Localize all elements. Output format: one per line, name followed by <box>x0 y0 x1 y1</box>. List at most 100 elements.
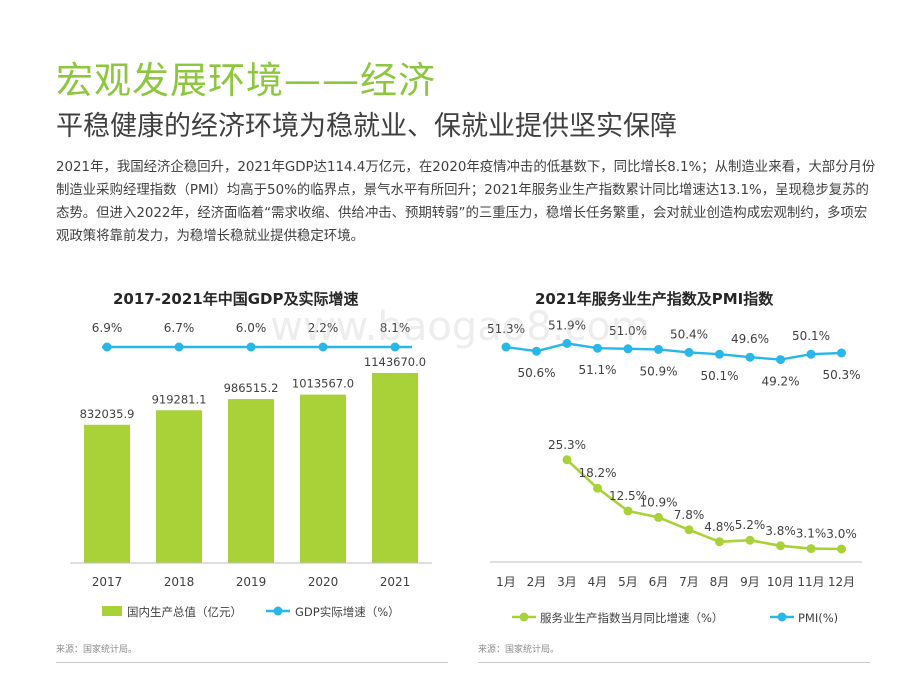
source-note-left: 来源：国家统计局。 <box>56 645 138 655</box>
service-index-point <box>593 483 602 493</box>
pmi-label: 51.3% <box>487 322 525 336</box>
legend-pmi-swatch-dot <box>777 612 787 622</box>
month-tick: 5月 <box>618 575 638 589</box>
service-index-label: 3.1% <box>796 527 827 541</box>
gdp-year-tick: 2018 <box>164 575 195 589</box>
gdp-growth-label: 6.7% <box>164 321 195 335</box>
month-tick: 2月 <box>527 575 547 589</box>
service-index-point <box>745 535 755 545</box>
month-tick: 10月 <box>767 575 794 589</box>
pmi-chart-title: 2021年服务业生产指数及PMI指数 <box>535 290 774 308</box>
gdp-year-tick: 2017 <box>92 575 123 589</box>
gdp-year-tick: 2020 <box>308 575 339 589</box>
service-index-label: 10.9% <box>639 495 677 509</box>
gdp-bar <box>156 410 202 563</box>
service-index-label: 5.2% <box>735 518 766 532</box>
gdp-year-tick: 2019 <box>236 575 267 589</box>
pmi-point <box>623 344 633 354</box>
page-title: 宏观发展环境——经济 <box>56 59 436 102</box>
month-tick: 6月 <box>649 575 669 589</box>
gdp-bar <box>300 394 346 563</box>
gdp-bar <box>84 424 130 563</box>
summary-paragraph: 2021年，我国经济企稳回升，2021年GDP达114.4万亿元，在2020年疫… <box>56 160 876 244</box>
gdp-growth-label: 6.9% <box>92 321 123 335</box>
month-tick: 12月 <box>828 575 855 589</box>
pmi-point <box>501 342 511 352</box>
pmi-point <box>715 349 724 359</box>
month-tick: 8月 <box>710 575 730 589</box>
legend-growth-swatch-dot <box>273 606 283 616</box>
watermark: www.baogao8.com <box>270 304 650 350</box>
month-tick: 4月 <box>588 575 608 589</box>
month-tick: 3月 <box>557 575 577 589</box>
pmi-label: 50.3% <box>822 368 860 382</box>
legend-service-label: 服务业生产指数当月同比增速（%） <box>540 611 723 625</box>
divider-left <box>56 662 448 663</box>
pmi-label: 50.4% <box>670 327 708 341</box>
page-subtitle: 平稳健康的经济环境为稳就业、保就业提供坚实保障 <box>56 111 677 142</box>
gdp-bar <box>228 399 274 563</box>
pmi-label: 51.9% <box>548 318 586 332</box>
pmi-point <box>837 348 846 358</box>
divider-right <box>478 662 870 663</box>
service-index-point <box>715 537 724 547</box>
pmi-point <box>806 349 816 359</box>
legend-growth-label: GDP实际增速（%） <box>295 605 400 619</box>
month-tick: 9月 <box>740 575 760 589</box>
month-tick: 7月 <box>679 575 699 589</box>
source-note-right: 来源：国家统计局。 <box>478 645 560 655</box>
gdp-bar-label: 1143670.0 <box>364 355 426 369</box>
gdp-bar-label: 1013567.0 <box>292 377 354 391</box>
service-index-point <box>654 512 663 522</box>
gdp-growth-point <box>318 342 328 352</box>
service-index-point <box>562 455 572 465</box>
service-index-line <box>566 458 842 551</box>
pmi-point <box>745 352 755 362</box>
gdp-bar-label: 832035.9 <box>80 407 135 421</box>
legend-pmi-label: PMI(%) <box>798 611 838 625</box>
pmi-label: 51.1% <box>578 363 616 377</box>
service-index-label: 25.3% <box>548 438 586 452</box>
pmi-label: 50.9% <box>639 364 677 378</box>
pmi-point <box>684 347 694 357</box>
pmi-point <box>776 355 785 365</box>
gdp-growth-point <box>174 342 184 352</box>
pmi-label: 49.2% <box>761 375 799 389</box>
pmi-point <box>593 343 602 353</box>
pmi-label: 50.1% <box>700 369 738 383</box>
service-index-label: 3.8% <box>765 524 796 538</box>
gdp-bar-label: 986515.2 <box>224 381 279 395</box>
gdp-growth-point <box>246 342 256 352</box>
legend-gdp-label: 国内生产总值（亿元） <box>127 605 242 619</box>
service-index-point <box>806 544 816 554</box>
pmi-label: 49.6% <box>731 332 769 346</box>
service-index-label: 12.5% <box>609 489 647 503</box>
service-index-label: 3.0% <box>826 527 857 541</box>
service-index-point <box>776 541 785 551</box>
pmi-point <box>532 346 541 356</box>
gdp-growth-point <box>390 342 400 352</box>
pmi-point <box>654 344 663 354</box>
legend-gdp-swatch <box>102 606 122 616</box>
gdp-growth-label: 2.2% <box>308 321 339 335</box>
service-index-point <box>837 544 846 554</box>
service-index-label: 7.8% <box>674 508 705 522</box>
service-index-label: 18.2% <box>578 466 616 480</box>
service-index-point <box>684 525 694 535</box>
service-index-point <box>623 506 633 516</box>
gdp-bar <box>372 373 418 563</box>
pmi-label: 51.0% <box>609 324 647 338</box>
gdp-growth-label: 8.1% <box>380 321 411 335</box>
month-tick: 11月 <box>797 575 824 589</box>
gdp-year-tick: 2021 <box>380 575 411 589</box>
gdp-chart-title: 2017-2021年中国GDP及实际增速 <box>113 290 359 308</box>
month-tick: 1月 <box>496 575 516 589</box>
pmi-label: 50.1% <box>792 329 830 343</box>
pmi-line <box>505 342 842 361</box>
gdp-growth-label: 6.0% <box>236 321 267 335</box>
legend-service-swatch-dot <box>519 612 529 622</box>
pmi-point <box>562 338 572 348</box>
gdp-bar-label: 919281.1 <box>152 392 207 406</box>
gdp-growth-point <box>102 342 112 352</box>
